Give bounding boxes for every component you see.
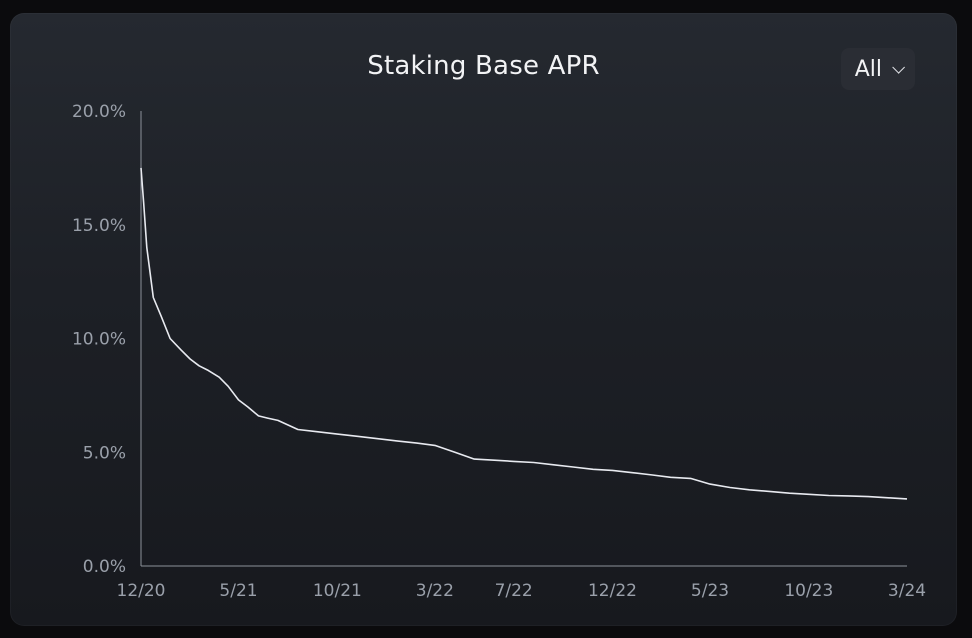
x-tick-label: 7/22 [495, 581, 533, 601]
y-tick-label: 20.0% [72, 102, 126, 122]
y-axis-ticks: 0.0% 5.0% 10.0% 15.0% 20.0% [72, 102, 126, 577]
chart-title: Staking Base APR [367, 51, 600, 81]
time-range-label: All [854, 56, 882, 82]
time-range-select[interactable]: All [840, 48, 915, 90]
x-tick-label: 3/24 [888, 581, 926, 601]
x-tick-label: 3/22 [416, 581, 454, 601]
chart-card: Staking Base APR All [10, 13, 957, 626]
y-tick-label: 0.0% [83, 557, 126, 577]
series-line [140, 167, 908, 500]
y-tick-label: 15.0% [72, 216, 126, 236]
x-tick-label: 12/22 [588, 581, 637, 601]
y-tick-label: 10.0% [72, 330, 126, 350]
x-tick-label: 5/23 [691, 581, 729, 601]
y-tick-label: 5.0% [83, 443, 126, 463]
x-axis-ticks: 12/20 5/21 10/21 3/22 7/22 12/22 5/23 10/23 3/24 [117, 581, 927, 601]
x-tick-label: 12/20 [117, 581, 166, 601]
x-tick-label: 10/21 [313, 581, 362, 601]
x-tick-label: 10/23 [784, 581, 833, 601]
x-tick-label: 5/21 [219, 581, 257, 601]
